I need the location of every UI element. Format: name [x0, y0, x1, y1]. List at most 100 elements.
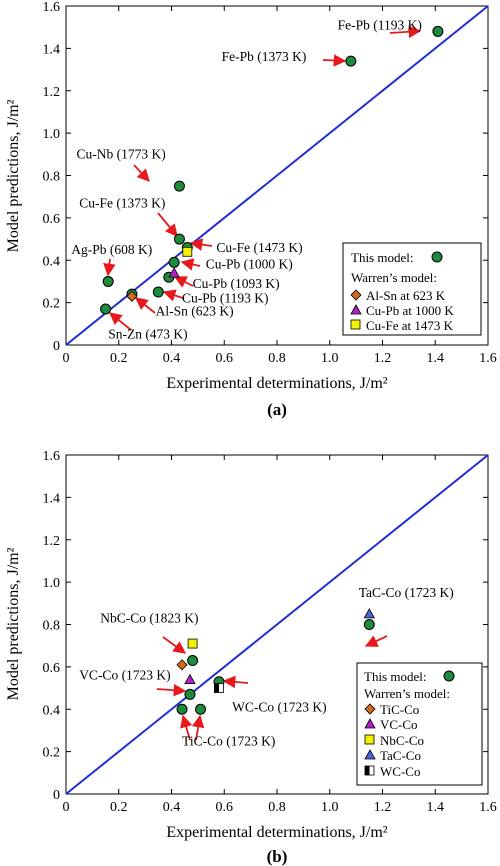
panel-b-arrows	[156, 635, 388, 741]
annotation-label: Ag-Pb (608 K)	[71, 242, 152, 257]
diagonal-line	[65, 5, 489, 346]
legend-b-nbc: NbC-Co	[380, 733, 424, 748]
annotation-label: Cu-Fe (1373 K)	[79, 195, 165, 210]
panel-a-annotations: Fe-Pb (1193 K) Fe-Pb (1373 K) Cu-Nb (1773 …	[71, 17, 422, 341]
panel-b-label: (b)	[267, 847, 288, 866]
legend-b-this-model: This model:	[364, 669, 426, 684]
annotation-label: Sn-Zn (473 K)	[108, 327, 188, 342]
y-tick-label: 1.4	[43, 491, 61, 506]
annotation-arrow	[364, 635, 388, 647]
annotation-arrow	[109, 312, 132, 331]
annotation-label: Cu-Nb (1773 K)	[77, 147, 166, 162]
annotation-arrow	[157, 212, 178, 237]
panel-a-legend: This model: Warren’s model: Al-Sn at 623…	[342, 242, 482, 336]
data-point	[187, 655, 199, 667]
y-tick-label: 1.0	[43, 576, 61, 591]
annotation-arrow	[103, 258, 116, 277]
annotation-label: TiC-Co (1723 K)	[182, 733, 275, 748]
data-point	[176, 659, 188, 671]
annotation-arrow	[162, 289, 184, 302]
annotation-arrow	[180, 258, 201, 271]
panel-b-points	[176, 608, 375, 715]
panel-b-chart: 0 0.2 0.4 0.6 0.8 1.0 1.2 1.4 1.6 0 0.2 0.4 0.6 0.8 1.…	[5, 449, 497, 866]
legend-b-halfsquare-marker	[364, 765, 375, 776]
data-point	[168, 267, 180, 278]
y-tick-label: 0.4	[43, 254, 61, 269]
annotation-arrow	[322, 54, 347, 67]
x-tick-label: 0.8	[268, 800, 286, 815]
x-tick-label: 0.8	[268, 351, 286, 366]
y-tick-label: 1.2	[43, 534, 61, 549]
y-tick-label: 1.4	[43, 42, 61, 57]
data-point	[187, 638, 198, 649]
annotation-label: Fe-Pb (1193 K)	[338, 17, 422, 32]
y-tick-label: 0.8	[43, 619, 61, 634]
data-point	[182, 246, 193, 257]
panel-a-diagonal	[65, 5, 489, 346]
data-point	[126, 290, 138, 302]
x-tick-label: 1.0	[321, 800, 339, 815]
annotation-arrow	[156, 683, 187, 697]
x-tick-label: 0.4	[163, 351, 181, 366]
y-tick-label: 0	[53, 339, 60, 354]
data-point	[214, 683, 224, 693]
annotation-arrow	[191, 714, 205, 741]
data-point	[173, 233, 185, 245]
data-point	[345, 55, 357, 67]
y-tick-label: 0.8	[43, 170, 61, 185]
legend-b-vc: VC-Co	[380, 717, 418, 732]
legend-a-cupb: Cu-Pb at 1000 K	[366, 303, 454, 318]
data-point	[152, 286, 164, 298]
data-point	[168, 256, 180, 268]
annotation-label: WC-Co (1723 K)	[232, 699, 327, 714]
panel-a-xlabel: Experimental determinations, J/m²	[166, 375, 387, 392]
legend-b-tic: TiC-Co	[380, 702, 419, 717]
annotation-label: Cu-Pb (1093 K)	[193, 276, 280, 291]
annotation-arrow	[133, 164, 150, 182]
x-tick-label: 1.0	[321, 351, 339, 366]
legend-a-circle-marker	[431, 251, 443, 263]
legend-b-blue-triangle-marker	[364, 749, 376, 760]
data-point	[176, 703, 188, 715]
annotation-label: Cu-Pb (1193 K)	[182, 291, 268, 306]
y-tick-label: 0.6	[43, 212, 61, 227]
data-point	[195, 703, 207, 715]
y-tick-label: 0	[53, 788, 60, 803]
legend-b-tac: TaC-Co	[380, 748, 421, 763]
annotation-label: Cu-Fe (1473 K)	[216, 240, 302, 255]
y-tick-label: 1.6	[43, 449, 61, 464]
legend-b-diamond-marker	[364, 703, 376, 715]
x-tick-label: 0.2	[110, 351, 128, 366]
panel-b-annotations: TaC-Co (1723 K) NbC-Co (1823 K) VC-Co (172…	[79, 585, 454, 748]
annotation-arrow	[173, 276, 194, 288]
y-tick-label: 1.2	[43, 85, 61, 100]
data-point	[432, 25, 444, 37]
legend-b-warren: Warren’s model:	[364, 686, 450, 701]
data-point	[173, 180, 185, 192]
legend-a-this-model: This model:	[351, 250, 413, 265]
data-point	[100, 303, 112, 315]
x-tick-label: 0.2	[110, 800, 128, 815]
y-tick-label: 0.4	[43, 703, 61, 718]
panel-a-ticks: 0 0.2 0.4 0.6 0.8 1.0 1.2 1.4 1.6 0 0.2 0.4 0.6 0.8 1.…	[43, 0, 497, 366]
panel-b-diagonal	[65, 454, 489, 795]
x-tick-label: 0	[63, 351, 70, 366]
annotation-arrow	[180, 714, 193, 741]
panel-a-points	[100, 25, 444, 315]
legend-b-wc: WC-Co	[380, 764, 420, 779]
annotation-label: Cu-Pb (1000 K)	[206, 257, 293, 272]
annotation-arrow	[222, 675, 249, 689]
panel-a-label: (a)	[267, 400, 287, 419]
data-point	[184, 688, 196, 700]
panel-b-xlabel: Experimental determinations, J/m²	[166, 824, 387, 841]
legend-a-cufe: Cu-Fe at 1473 K	[366, 318, 454, 333]
panel-a-arrows	[103, 25, 422, 331]
legend-a-triangle-marker	[350, 304, 362, 315]
data-point	[363, 619, 375, 630]
diagonal-line	[65, 454, 489, 795]
legend-a-alsn: Al-Sn at 623 K	[366, 288, 446, 303]
annotation-label: TaC-Co (1723 K)	[359, 585, 454, 600]
data-point	[102, 275, 114, 287]
annotation-label: NbC-Co (1823 K)	[100, 610, 198, 625]
